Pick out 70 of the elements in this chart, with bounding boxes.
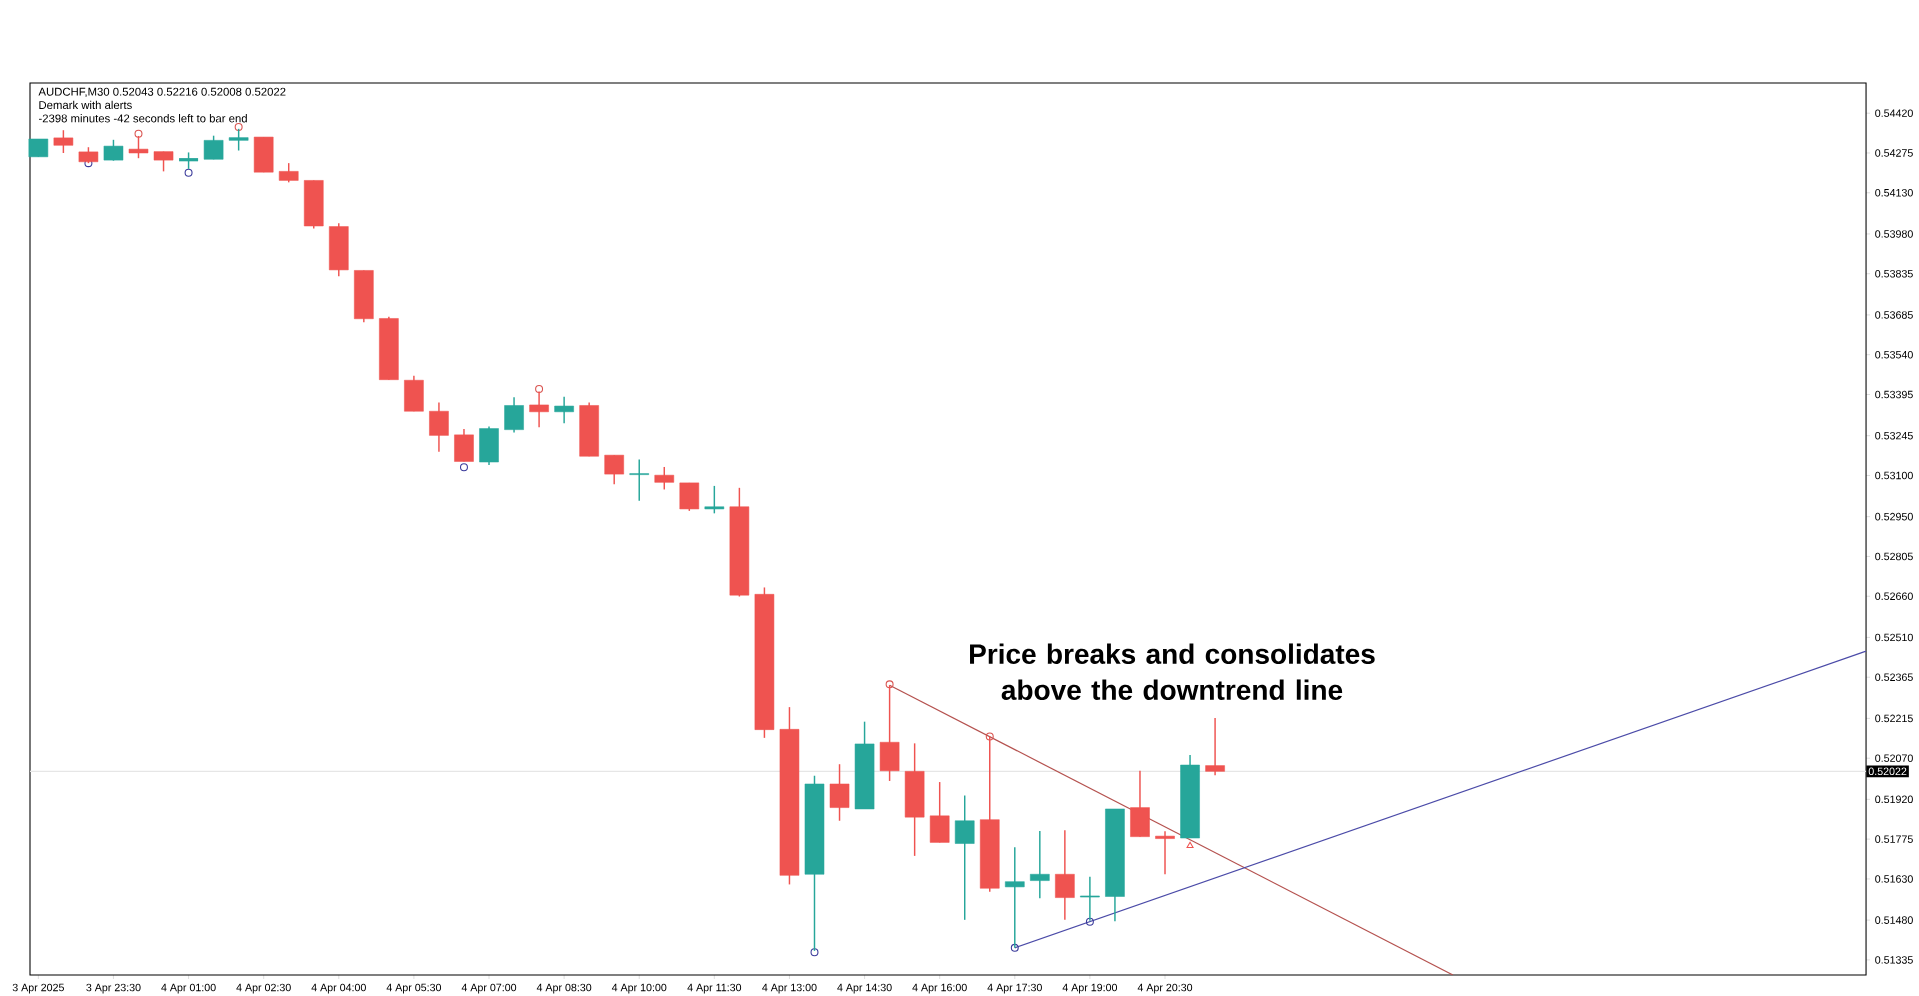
y-tick-label: 0.51480: [1875, 916, 1913, 924]
annotation: -2398 minutes -42 seconds left to bar end: [38, 114, 247, 123]
candlestick: [954, 794, 975, 921]
y-tick-label: 0.52510: [1875, 633, 1913, 642]
x-tick-label: 4 Apr 08:30: [536, 983, 592, 994]
x-tick-label: 4 Apr 01:00: [161, 983, 216, 994]
text: Demark with alerts: [39, 100, 132, 110]
y-tick-label: 0.52950: [1875, 512, 1913, 521]
candlestick: [604, 454, 624, 485]
ref-line-label: 0.52022: [1868, 767, 1907, 776]
candlestick: [153, 150, 174, 173]
candlestick: [1205, 717, 1225, 776]
y-tick-label: 0.52365: [1875, 673, 1913, 681]
x-tick-label: 4 Apr 05:30: [386, 983, 442, 994]
chart-title: AUDCHF,M30 0.52043 0.52216 0.52008 0.52022: [38, 87, 286, 98]
y-tick-label: 0.53540: [1875, 350, 1913, 359]
point: [1010, 943, 1019, 952]
y-tick-label: 0.53835: [1875, 269, 1913, 278]
x-tick-label: 4 Apr 14:30: [837, 983, 892, 994]
y-tick-label: 0.54275: [1875, 149, 1913, 157]
x-tick-label: 4 Apr 19:00: [1062, 983, 1118, 994]
y-tick-label: 0.52805: [1875, 552, 1913, 561]
candlestick: [1055, 829, 1075, 921]
candlestick: [53, 129, 74, 154]
y-tick-label: 0.52070: [1875, 754, 1913, 762]
x-tick-label: 4 Apr 10:00: [611, 983, 667, 994]
y-tick-label: 0.52660: [1875, 592, 1913, 601]
x-tick-label: 4 Apr 04:00: [311, 983, 366, 994]
candlestick: [704, 485, 725, 515]
candlestick: [1005, 846, 1025, 949]
x-tick-label: 4 Apr 11:30: [687, 983, 742, 994]
candlestick: [203, 134, 224, 161]
x-tick-label: 4 Apr 07:00: [461, 983, 517, 994]
y-tick-label: 0.54420: [1875, 109, 1913, 117]
candlestick: [1030, 830, 1050, 899]
x-tick-label: 3 Apr 23:30: [86, 983, 141, 994]
candlestick: [103, 139, 124, 162]
point: [1085, 917, 1094, 926]
point: [885, 680, 894, 689]
x-tick-label: 3 Apr 2025: [12, 983, 64, 994]
point: [985, 732, 994, 741]
y-tick-label: 0.53980: [1875, 230, 1913, 238]
y-tick-label: 0.51630: [1875, 875, 1913, 883]
candlestick: [629, 458, 650, 502]
candlestick: [554, 395, 574, 425]
candlestick: [654, 466, 675, 491]
candlestick: [278, 162, 299, 184]
point: [1186, 841, 1194, 848]
y-tick-label: 0.51775: [1875, 835, 1913, 843]
y-tick-label: 0.53245: [1875, 431, 1913, 440]
y-tick-label: 0.53685: [1875, 311, 1913, 319]
point: [535, 385, 544, 394]
candlestick: [829, 763, 850, 822]
x-tick-label: 4 Apr 16:00: [912, 983, 967, 994]
candlestick: [1155, 830, 1175, 876]
y-tick-label: 0.54130: [1875, 189, 1913, 197]
x-tick-label: 4 Apr 17:30: [987, 983, 1042, 994]
point: [134, 129, 143, 138]
y-tick-label: 0.53395: [1875, 390, 1913, 399]
x-tick-label: 4 Apr 02:30: [236, 983, 291, 994]
y-tick-label: 0.52215: [1875, 714, 1913, 723]
point: [810, 948, 819, 957]
point: [459, 463, 468, 472]
x-tick-label: 4 Apr 20:30: [1137, 983, 1193, 994]
y-tick-label: 0.51335: [1875, 956, 1913, 964]
annotation: Price breaks and consolidates above the downtrend line: [970, 643, 1375, 700]
x-tick-label: 4 Apr 13:00: [762, 983, 817, 994]
point: [184, 168, 193, 177]
y-tick-label: 0.53100: [1875, 471, 1913, 480]
y-tick-label: 0.51920: [1875, 795, 1913, 804]
